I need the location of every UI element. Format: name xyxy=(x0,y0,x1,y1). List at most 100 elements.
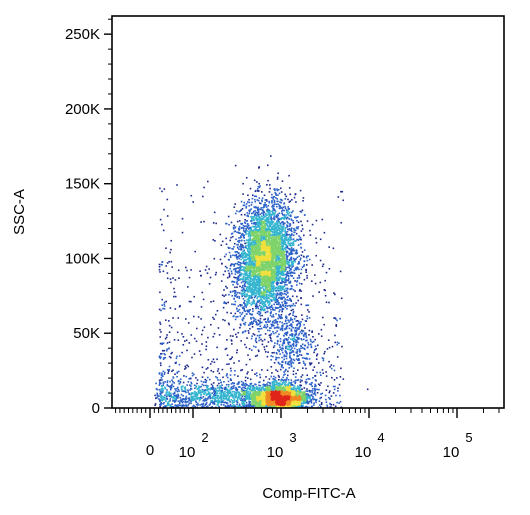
event-dot xyxy=(255,206,258,209)
event-dot xyxy=(269,269,271,271)
event-dot xyxy=(264,304,266,306)
event-dot xyxy=(280,287,282,290)
event-dot xyxy=(284,265,286,268)
event-dot xyxy=(274,231,276,234)
event-dot xyxy=(276,250,278,253)
event-dot xyxy=(256,324,259,326)
event-dot xyxy=(255,307,257,310)
event-dot xyxy=(289,193,292,196)
event-dot xyxy=(249,313,251,315)
event-dot xyxy=(277,257,280,259)
event-dot xyxy=(265,296,268,299)
event-dot xyxy=(240,243,242,246)
event-dot xyxy=(288,252,290,255)
event-dot xyxy=(243,309,245,311)
event-dot xyxy=(278,212,281,215)
event-dot xyxy=(293,249,295,252)
event-dot xyxy=(260,282,262,285)
event-dot xyxy=(290,257,292,260)
event-dot xyxy=(271,248,274,250)
event-dot xyxy=(266,325,269,328)
event-dot xyxy=(214,313,217,316)
event-dot xyxy=(260,237,263,239)
event-dot xyxy=(261,314,263,317)
event-dot xyxy=(284,207,287,210)
event-dot xyxy=(241,332,244,334)
event-dot xyxy=(275,203,277,206)
event-dot xyxy=(290,238,293,241)
event-dot xyxy=(265,214,268,217)
event-dot xyxy=(259,298,262,301)
event-dot xyxy=(267,276,269,279)
event-dot xyxy=(256,306,259,308)
event-dot xyxy=(276,265,279,267)
event-dot xyxy=(289,272,291,275)
event-dot xyxy=(272,263,274,265)
event-dot xyxy=(299,243,302,245)
event-dot xyxy=(273,275,275,278)
event-dot xyxy=(255,253,258,256)
event-dot xyxy=(272,238,274,241)
event-dot xyxy=(230,263,233,266)
event-dot xyxy=(252,254,255,257)
event-dot xyxy=(237,256,239,258)
event-dot xyxy=(250,249,252,251)
event-dot xyxy=(261,273,264,276)
event-dot xyxy=(248,281,251,284)
event-dot xyxy=(264,398,266,400)
event-dot xyxy=(273,225,275,228)
event-dot xyxy=(253,222,255,225)
event-dot xyxy=(242,229,245,232)
event-dot xyxy=(257,280,259,283)
event-dot xyxy=(260,298,263,301)
event-dot xyxy=(230,270,233,272)
event-dot xyxy=(268,228,271,230)
event-dot xyxy=(275,282,278,284)
event-dot xyxy=(281,247,284,249)
event-dot xyxy=(283,242,285,244)
event-dot xyxy=(236,295,238,298)
event-dot xyxy=(268,307,271,309)
event-dot xyxy=(249,243,252,246)
event-dot xyxy=(271,253,273,255)
event-dot xyxy=(258,186,261,189)
event-dot xyxy=(257,234,260,236)
event-dot xyxy=(284,198,287,200)
event-dot xyxy=(271,237,273,240)
event-dot xyxy=(223,301,226,303)
event-dot xyxy=(296,220,298,222)
event-dot xyxy=(267,235,270,238)
event-dot xyxy=(248,264,250,266)
event-dot xyxy=(238,252,240,254)
event-dot xyxy=(247,194,249,197)
event-dot xyxy=(292,261,294,263)
event-dot xyxy=(295,249,298,252)
event-dot xyxy=(291,233,293,235)
event-dot xyxy=(241,239,243,242)
event-dot xyxy=(242,204,245,207)
event-dot xyxy=(236,307,238,310)
event-dot xyxy=(248,298,250,300)
event-dot xyxy=(256,215,258,218)
event-dot xyxy=(258,384,260,387)
event-dot xyxy=(258,293,261,296)
event-dot xyxy=(238,297,241,299)
event-dot xyxy=(248,212,251,215)
event-dot xyxy=(264,309,266,311)
event-dot xyxy=(285,279,287,281)
event-dot xyxy=(280,269,282,272)
event-dot xyxy=(271,266,273,268)
event-dot xyxy=(250,287,252,289)
event-dot xyxy=(274,381,276,383)
event-dot xyxy=(266,286,269,289)
event-dot xyxy=(285,239,288,241)
event-dot xyxy=(233,268,235,271)
event-dot xyxy=(264,256,267,258)
event-dot xyxy=(287,255,289,257)
event-dot xyxy=(264,241,266,244)
event-dot xyxy=(277,218,279,220)
event-dot xyxy=(270,306,273,308)
event-dot xyxy=(257,256,259,259)
event-dot xyxy=(297,226,300,228)
event-dot xyxy=(252,210,255,213)
